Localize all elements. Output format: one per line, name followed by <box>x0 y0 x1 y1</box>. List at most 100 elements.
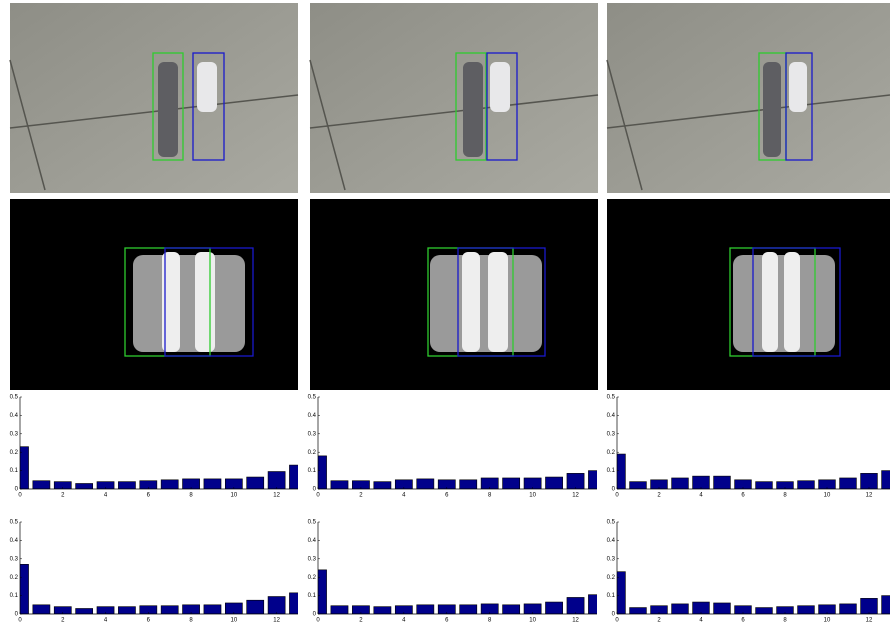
bar <box>289 593 306 614</box>
x-tick-label: 0 <box>18 618 22 624</box>
y-tick-label: 0.1 <box>10 468 19 474</box>
bar <box>374 482 391 489</box>
histogram: 00.10.20.30.40.5024681012 <box>10 520 307 624</box>
y-tick-label: 0.2 <box>10 450 19 456</box>
bar <box>503 605 520 614</box>
x-tick-label: 12 <box>273 493 280 499</box>
x-tick-label: 4 <box>699 493 703 499</box>
y-tick-label: 0.3 <box>308 556 317 562</box>
histograms: 0 0.1 0.2 0.3 0.4 0.5 0 2 4 6 8 10 12 0 0.1 0.2 0.3 0.4 0.… <box>10 395 890 624</box>
plot-area <box>11 564 306 614</box>
bar <box>503 478 520 489</box>
x-tick-label: 2 <box>61 493 65 499</box>
bar <box>204 605 221 614</box>
x-tick-label: 0 <box>18 493 22 499</box>
bar <box>331 481 348 489</box>
bar <box>247 600 264 614</box>
bar <box>76 608 93 614</box>
x-tick-label: 6 <box>445 618 449 624</box>
bar <box>460 605 477 614</box>
plot-area <box>11 447 306 489</box>
bar <box>840 478 857 489</box>
bar <box>672 478 689 489</box>
x-tick-label: 2 <box>359 493 363 499</box>
x-tick-label: 10 <box>231 493 238 499</box>
x-tick-label: 10 <box>231 618 238 624</box>
y-tick-label: 0.5 <box>607 395 616 401</box>
x-tick-label: 2 <box>657 493 661 499</box>
x-tick-label: 0 <box>316 493 320 499</box>
y-tick-label: 0.3 <box>10 556 19 562</box>
x-tick-label: 0 <box>615 493 619 499</box>
bar <box>161 480 178 489</box>
x-tick-label: 6 <box>445 493 449 499</box>
x-tick-label: 8 <box>783 618 787 624</box>
bar <box>672 604 689 614</box>
bar <box>161 606 178 614</box>
y-tick-label: 0.2 <box>10 575 19 581</box>
y-tick-label: 0.3 <box>607 431 616 437</box>
x-tick-label: 0 <box>316 618 320 624</box>
x-tick-label: 6 <box>741 493 745 499</box>
y-tick-label: 0.1 <box>607 593 616 599</box>
x-tick-label: 6 <box>147 618 151 624</box>
bar <box>861 598 878 614</box>
x-tick-label: 4 <box>104 618 108 624</box>
bar <box>630 482 647 489</box>
y-tick-label: 0.2 <box>308 450 317 456</box>
photo <box>10 3 298 193</box>
bar <box>331 606 348 614</box>
y-tick-label: 0.2 <box>308 575 317 581</box>
x-tick-label: 10 <box>529 618 536 624</box>
bar <box>882 596 890 614</box>
y-tick-label: 0.4 <box>308 413 317 419</box>
figure: 0 0.1 0.2 0.3 0.4 0.5 0 2 4 6 8 10 12 0 0.1 0.2 0.3 0.4 0.… <box>0 0 890 626</box>
bar <box>247 477 264 489</box>
bar <box>714 476 731 489</box>
y-tick-label: 0.3 <box>607 556 616 562</box>
bar <box>798 606 815 614</box>
x-tick-label: 8 <box>488 618 492 624</box>
x-tick-label: 8 <box>189 493 193 499</box>
bar <box>268 472 285 489</box>
x-tick-label: 12 <box>273 618 280 624</box>
x-tick-label: 8 <box>783 493 787 499</box>
x-tick-label: 10 <box>824 618 831 624</box>
x-tick-label: 4 <box>104 493 108 499</box>
bar <box>861 473 878 489</box>
y-tick-label: 0.1 <box>607 468 616 474</box>
bar <box>756 482 773 489</box>
bar <box>840 604 857 614</box>
x-tick-label: 2 <box>657 618 661 624</box>
x-tick-label: 6 <box>147 493 151 499</box>
y-tick-label: 0.4 <box>10 413 19 419</box>
bar <box>118 607 135 614</box>
bar <box>545 602 562 614</box>
x-tick-label: 10 <box>529 493 536 499</box>
plot-area <box>309 456 605 489</box>
bar <box>289 465 306 489</box>
plot-area <box>609 572 890 614</box>
bar <box>33 605 50 614</box>
y-tick-label: 0.2 <box>607 450 616 456</box>
y-tick-label: 0.1 <box>10 593 19 599</box>
plot-area <box>309 570 605 614</box>
x-tick-label: 4 <box>699 618 703 624</box>
x-tick-label: 8 <box>189 618 193 624</box>
x-tick-label: 6 <box>741 618 745 624</box>
y-tick-label: 0.1 <box>308 468 317 474</box>
x-tick-label: 12 <box>572 618 579 624</box>
x-tick-label: 4 <box>402 618 406 624</box>
y-tick-label: 0.4 <box>607 538 616 544</box>
y-tick-label: 0.5 <box>308 520 317 526</box>
map-row <box>10 199 890 390</box>
photo-row <box>10 3 890 193</box>
bar <box>630 608 647 614</box>
y-tick-label: 0.5 <box>10 395 19 401</box>
bar <box>76 483 93 489</box>
y-tick-label: 0.4 <box>607 413 616 419</box>
photo <box>607 3 890 193</box>
x-tick-label: 12 <box>572 493 579 499</box>
